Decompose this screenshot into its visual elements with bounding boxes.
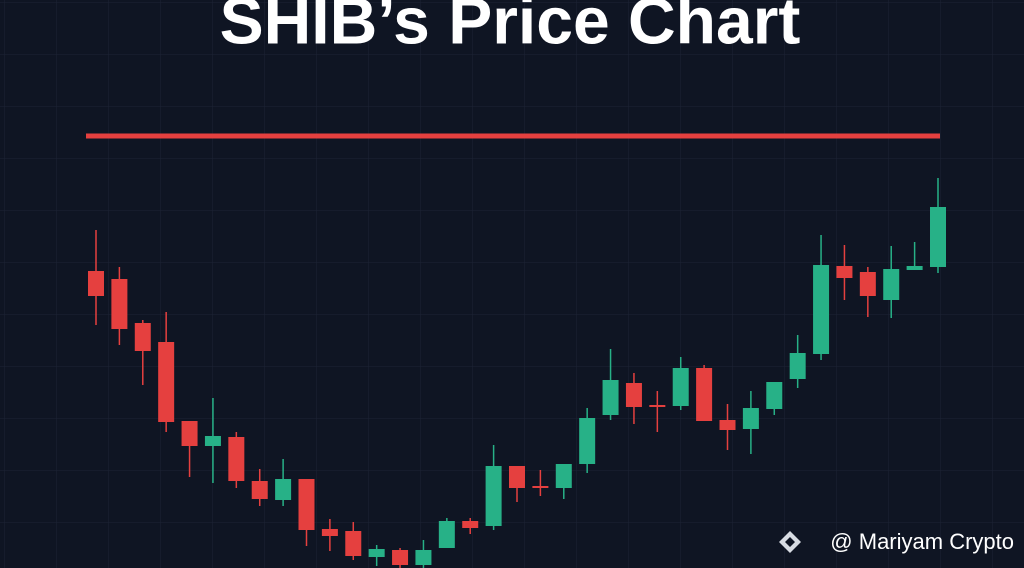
candle-body [789,353,806,379]
candle-body [766,382,783,409]
candle-body [462,521,479,528]
candle-body [228,437,245,481]
candle-body [625,383,642,407]
candle-body [509,466,525,488]
candle-body [813,265,830,354]
candle-body [415,550,432,565]
candle-body [345,531,362,556]
candle-body [742,408,759,429]
logo-diamond [779,531,801,553]
candle-body [579,418,596,464]
candle-body [930,207,946,267]
watermark-logo [779,531,801,553]
candle-body [275,479,292,500]
watermark: @ Mariyam Crypto [830,529,1014,554]
candle-body [836,266,853,278]
candle-body [368,549,385,557]
candles [86,133,946,568]
candle-body [649,405,666,407]
candle-body [134,323,151,351]
candle-body [883,269,900,300]
candle-body [251,481,268,499]
candle-body [696,368,713,421]
candle-body [719,420,736,430]
candle-body [392,550,409,565]
candle-body [859,272,876,296]
candle-body [485,466,502,526]
candle-body [555,464,572,488]
candle-body [204,436,221,446]
candle-body [111,279,128,329]
candle-body [906,266,923,270]
candle-body [602,380,619,415]
candle-body [672,368,689,406]
candle-body [158,342,175,422]
candle-body [88,271,104,296]
candle-body [532,486,549,488]
chart-title: SHIB’s Price Chart [220,0,801,57]
candle-body [438,521,455,548]
candle-body [181,421,198,446]
candle-body [321,529,338,536]
candle-body [298,479,315,530]
